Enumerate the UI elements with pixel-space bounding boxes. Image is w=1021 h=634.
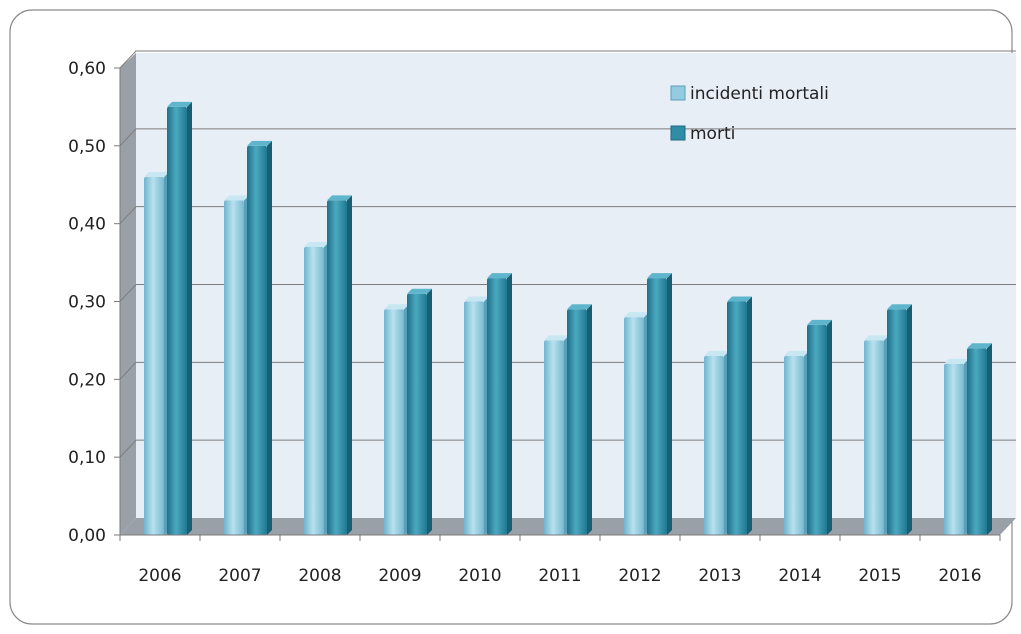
x-tick-label: 2007 <box>218 566 261 586</box>
legend-swatch <box>670 125 686 141</box>
y-tick-label: 0,50 <box>68 137 106 157</box>
x-tick-label: 2014 <box>778 566 821 586</box>
bar <box>247 140 272 536</box>
bar <box>384 304 409 535</box>
y-tick-label: 0,20 <box>68 370 106 390</box>
left-wall <box>120 53 136 535</box>
x-tick-label: 2016 <box>938 566 981 586</box>
x-tick-label: 2013 <box>698 566 741 586</box>
x-tick-label: 2008 <box>298 566 341 586</box>
bar <box>624 312 649 535</box>
bar <box>407 288 432 535</box>
x-tick-label: 2010 <box>458 566 501 586</box>
bar <box>327 195 352 536</box>
y-tick-label: 0,00 <box>68 526 106 546</box>
x-tick-label: 2012 <box>618 566 661 586</box>
bar <box>224 195 249 536</box>
gridline <box>119 206 1016 225</box>
legend-label: incidenti mortali <box>690 84 829 104</box>
legend-swatch <box>670 85 686 101</box>
bar <box>647 273 672 535</box>
bar <box>167 101 192 536</box>
bar <box>864 335 889 535</box>
bar <box>144 171 169 535</box>
bar <box>727 296 752 535</box>
bar <box>807 319 832 535</box>
y-tick-label: 0,40 <box>68 215 106 235</box>
bar <box>887 304 912 535</box>
x-tick-label: 2015 <box>858 566 901 586</box>
bar <box>304 242 329 535</box>
gridline <box>119 284 1016 302</box>
y-tick-label: 0,30 <box>68 293 106 313</box>
bar <box>567 304 592 535</box>
bar <box>487 273 512 535</box>
gridline <box>119 128 1016 147</box>
y-tick-label: 0,10 <box>68 448 106 468</box>
x-tick-label: 2011 <box>538 566 581 586</box>
gridline <box>119 50 1016 69</box>
bar <box>544 335 569 535</box>
x-tick-label: 2009 <box>378 566 421 586</box>
y-tick-label: 0,60 <box>68 59 106 79</box>
legend-label: morti <box>690 124 735 144</box>
bar <box>944 358 969 535</box>
bar <box>784 350 809 535</box>
bar <box>464 296 489 535</box>
bar <box>967 343 992 535</box>
x-tick-label: 2006 <box>138 566 181 586</box>
bar <box>704 350 729 535</box>
